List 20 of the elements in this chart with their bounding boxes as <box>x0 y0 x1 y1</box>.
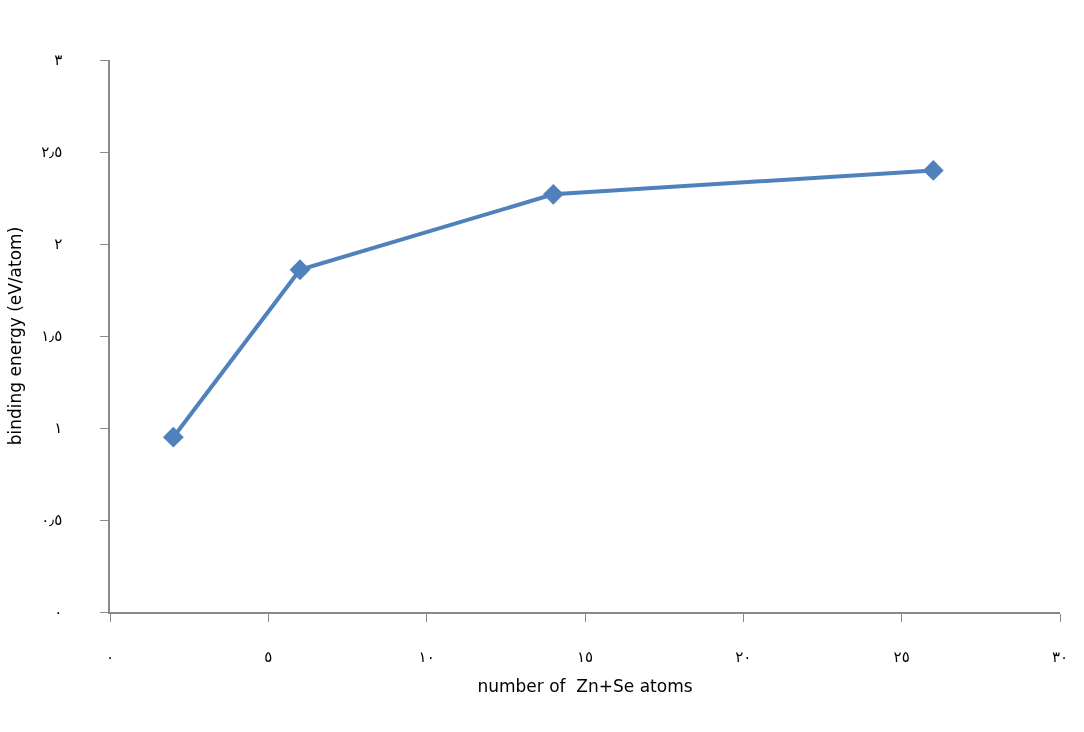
x-tick-label: ٢٠ <box>735 647 752 666</box>
x-tick-label: ٠ <box>105 647 115 666</box>
y-tick-label: ٢ <box>54 235 63 254</box>
y-axis-title: binding energy (eV/atom) <box>5 226 26 446</box>
point <box>289 259 311 281</box>
y-tick-label: ٣ <box>54 51 63 70</box>
point <box>162 426 184 448</box>
y-tick-label: ٠٫٥ <box>41 511 63 530</box>
point <box>542 183 564 205</box>
y-tick-label: ١ <box>54 419 63 438</box>
x-axis-title: number of Zn+Se atoms <box>477 675 693 696</box>
y-tick-label: ١٫٥ <box>41 327 63 346</box>
x-tick-label: ٢٥ <box>893 647 910 666</box>
x-tick-label: ١٥ <box>576 647 594 666</box>
x-tick-label: ١٠ <box>418 647 435 666</box>
x-tick-label: ٣٠ <box>1051 647 1069 666</box>
y-tick-label: ٢٫٥ <box>41 143 63 162</box>
point <box>922 160 944 181</box>
x-tick-label: ٥ <box>264 647 273 666</box>
y-tick-label: ٠ <box>54 603 63 622</box>
